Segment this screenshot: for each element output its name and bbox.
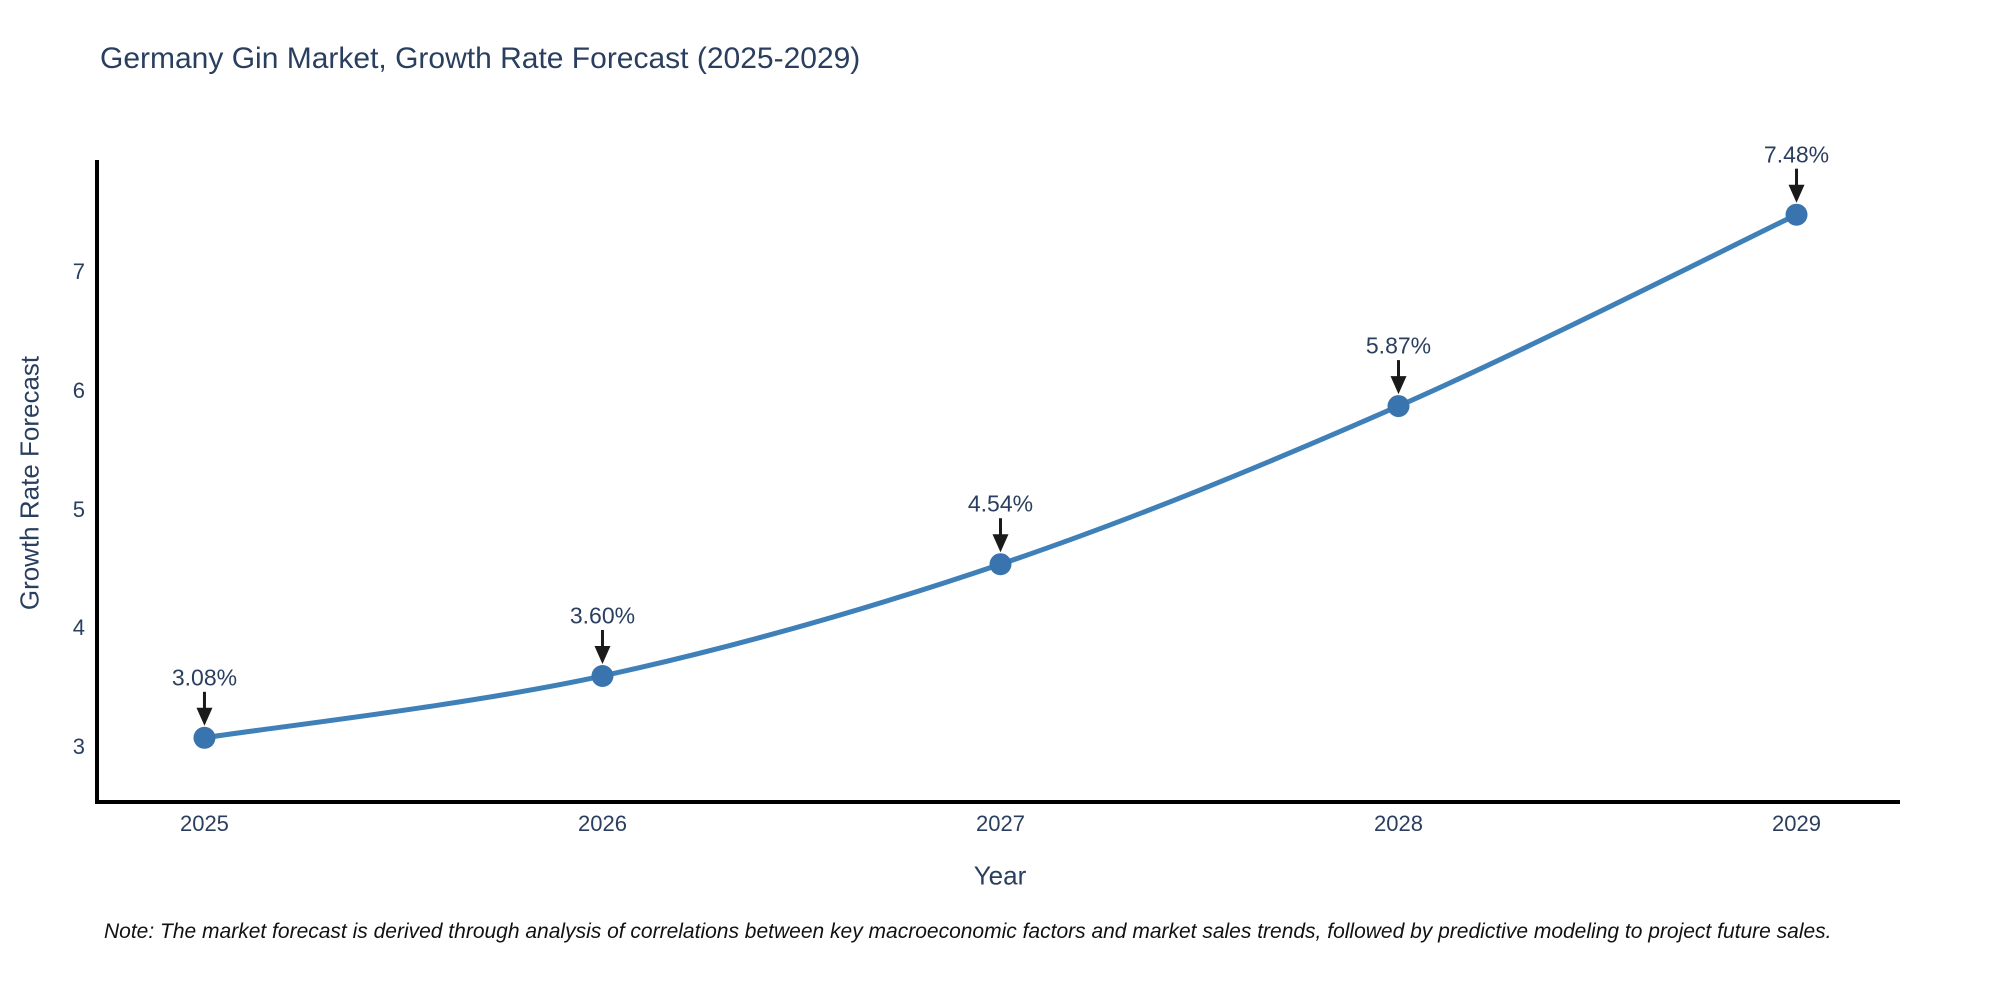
annotation-arrowhead-icon	[594, 645, 611, 664]
x-tick-label: 2026	[577, 811, 627, 836]
annotation-arrowhead-icon	[1390, 376, 1407, 395]
footnote: Note: The market forecast is derived thr…	[104, 920, 1832, 943]
data-point-marker	[989, 553, 1012, 576]
point-annotation: 3.60%	[569, 602, 636, 629]
point-annotation: 5.87%	[1365, 332, 1432, 359]
y-tick-label: 4	[72, 615, 85, 641]
annotation-arrowhead-icon	[196, 707, 213, 726]
annotation-arrowhead-icon	[992, 534, 1009, 553]
annotation-arrowhead-icon	[1788, 184, 1805, 203]
point-annotation: 3.08%	[171, 664, 238, 691]
x-tick-label: 2029	[1772, 811, 1821, 836]
x-tick-label: 2025	[179, 811, 229, 836]
data-point-marker	[1785, 203, 1808, 226]
x-tick-label: 2027	[976, 811, 1025, 836]
forecast-line	[201, 212, 1800, 741]
y-tick-label: 6	[72, 377, 85, 403]
point-annotation: 7.48%	[1763, 141, 1830, 168]
y-tick-label: 5	[72, 496, 85, 522]
data-point-marker	[1387, 395, 1410, 418]
y-tick-label: 7	[72, 258, 85, 284]
x-tick-label: 2028	[1374, 811, 1423, 836]
data-point-marker	[193, 726, 216, 749]
data-point-marker	[591, 664, 614, 687]
x-axis-title: Year	[973, 860, 1027, 891]
y-tick-label: 3	[72, 734, 85, 760]
y-axis-title: Growth Rate Forecast	[14, 355, 45, 611]
point-annotation: 4.54%	[967, 490, 1034, 517]
chart-title: Germany Gin Market, Growth Rate Forecast…	[100, 42, 861, 75]
